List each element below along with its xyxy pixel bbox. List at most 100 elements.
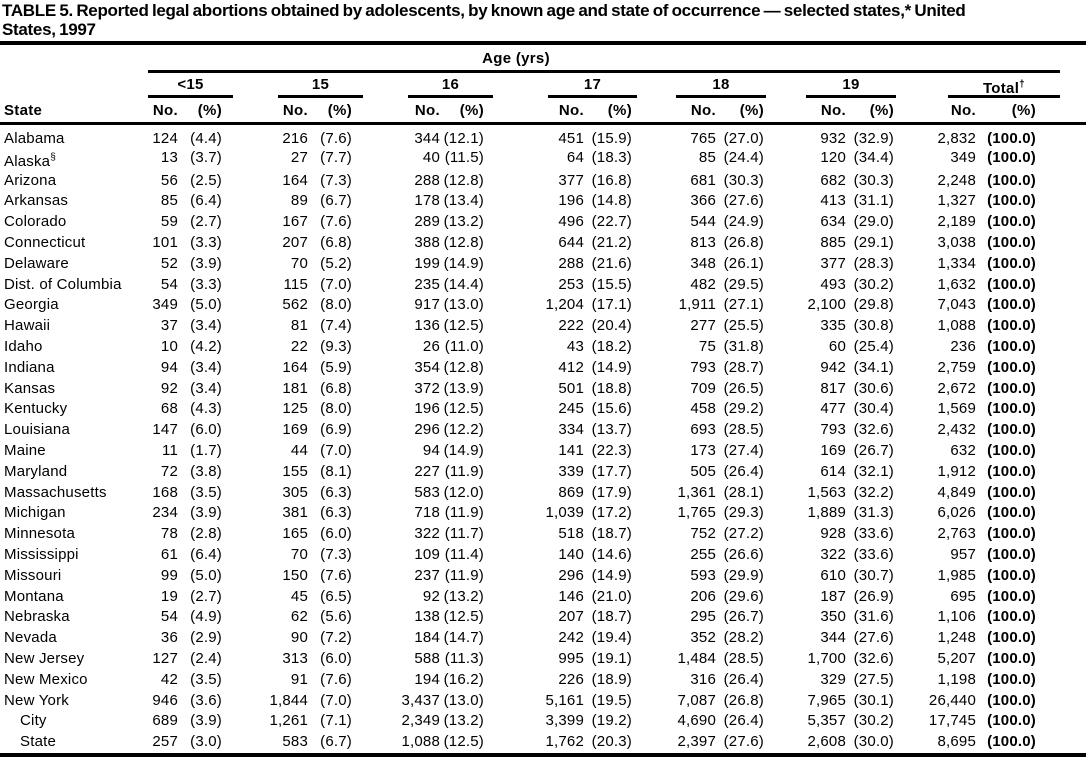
no-cell: 313	[282, 649, 308, 667]
pct-cell: (100.0)	[987, 379, 1036, 397]
pct-cell: (21.0)	[591, 587, 632, 605]
pct-cell: (15.6)	[591, 400, 632, 418]
pct-cell: (7.1)	[320, 712, 352, 730]
no-cell: 194	[414, 670, 440, 688]
no-cell: 140	[558, 545, 584, 563]
pct-cell: (100.0)	[987, 525, 1036, 543]
no-cell: 1,632	[937, 275, 976, 293]
pct-cell: (12.5)	[443, 608, 484, 626]
no-cell: 141	[558, 441, 584, 459]
pct-cell: (14.8)	[591, 192, 632, 210]
pct-cell: (12.5)	[443, 400, 484, 418]
pct-cell: (21.6)	[591, 254, 632, 272]
table-row: Delaware 52 (3.9) 70 (5.2) 199 (14.9) 28…	[0, 254, 1086, 275]
no-cell: 253	[558, 275, 584, 293]
state-cell: Kentucky	[4, 400, 68, 418]
state-cell: Nebraska	[4, 608, 70, 626]
pct-cell: (26.4)	[723, 462, 764, 480]
pct-cell: (100.0)	[987, 213, 1036, 231]
no-cell: 19	[160, 587, 178, 605]
table-row: Massachusetts 168 (3.5) 305 (6.3) 583 (1…	[0, 483, 1086, 504]
pct-cell: (22.7)	[591, 213, 632, 231]
no-cell: 169	[282, 421, 308, 439]
no-cell: 1,088	[937, 317, 976, 335]
pct-cell: (30.1)	[853, 691, 894, 709]
no-cell: 1,844	[269, 691, 308, 709]
pct-cell: (7.0)	[320, 441, 352, 459]
table-row: Alabama 124 (4.4) 216 (7.6) 344 (12.1) 4…	[0, 129, 1086, 150]
no-cell: 187	[820, 587, 846, 605]
pct-column-header: (%)	[1011, 102, 1036, 119]
no-cell: 120	[820, 148, 846, 166]
column-group-17: 17	[548, 76, 637, 98]
no-cell: 147	[152, 421, 178, 439]
table-row: Georgia 349 (5.0) 562 (8.0) 917 (13.0) 1…	[0, 295, 1086, 316]
no-cell: 43	[566, 337, 584, 355]
pct-cell: (100.0)	[987, 254, 1036, 272]
no-cell: 62	[290, 608, 308, 626]
pct-cell: (4.2)	[190, 337, 222, 355]
no-cell: 236	[950, 337, 976, 355]
no-cell: 344	[820, 629, 846, 647]
no-cell: 3,399	[545, 712, 584, 730]
table-header: Age (yrs) <15 15 16 17 18 19 Total† Stat…	[0, 45, 1086, 122]
no-cell: 339	[558, 462, 584, 480]
pct-cell: (30.3)	[723, 171, 764, 189]
state-cell: Maine	[4, 441, 46, 459]
pct-cell: (27.0)	[723, 130, 764, 147]
no-cell: 1,911	[678, 296, 716, 314]
pct-cell: (14.9)	[591, 358, 632, 376]
pct-cell: (17.7)	[591, 462, 632, 480]
table-title-line2: States, 1997	[2, 20, 96, 39]
pct-cell: (4.3)	[190, 400, 222, 418]
pct-cell: (15.5)	[591, 275, 632, 293]
no-cell: 765	[690, 130, 716, 147]
no-cell: 13	[160, 148, 178, 166]
no-cell: 366	[690, 192, 716, 210]
no-cell: 42	[160, 670, 178, 688]
no-cell: 150	[282, 566, 308, 584]
table-row: Kentucky 68 (4.3) 125 (8.0) 196 (12.5) 2…	[0, 399, 1086, 420]
pct-cell: (13.2)	[443, 712, 484, 730]
no-cell: 5,161	[545, 691, 584, 709]
pct-cell: (11.9)	[444, 504, 484, 522]
no-column-header: No.	[820, 102, 846, 119]
no-column-header: No.	[558, 102, 584, 119]
pct-cell: (28.5)	[723, 421, 764, 439]
pct-cell: (14.9)	[443, 254, 484, 272]
pct-cell: (26.9)	[853, 587, 894, 605]
pct-cell: (28.7)	[723, 358, 764, 376]
no-cell: 81	[290, 317, 308, 335]
pct-cell: (17.2)	[591, 504, 632, 522]
pct-cell: (26.4)	[723, 712, 764, 730]
pct-cell: (29.6)	[723, 587, 764, 605]
no-cell: 36	[160, 629, 178, 647]
no-cell: 614	[820, 462, 846, 480]
no-cell: 689	[152, 712, 178, 730]
table-row: Nevada 36 (2.9) 90 (7.2) 184 (14.7) 242 …	[0, 628, 1086, 649]
pct-cell: (24.9)	[723, 213, 764, 231]
pct-cell: (100.0)	[987, 337, 1036, 355]
no-cell: 793	[820, 421, 846, 439]
pct-cell: (31.8)	[723, 337, 764, 355]
no-cell: 295	[690, 608, 716, 626]
no-cell: 1,762	[545, 733, 584, 751]
pct-cell: (26.5)	[723, 379, 764, 397]
no-cell: 99	[160, 566, 178, 584]
no-cell: 349	[950, 148, 976, 166]
pct-cell: (30.3)	[853, 171, 894, 189]
no-cell: 817	[820, 379, 846, 397]
no-cell: 793	[690, 358, 716, 376]
pct-cell: (12.2)	[443, 421, 484, 439]
pct-cell: (20.4)	[591, 317, 632, 335]
pct-column-header: (%)	[197, 102, 222, 119]
no-cell: 583	[414, 483, 440, 501]
state-cell: Minnesota	[4, 525, 76, 543]
pct-cell: (7.0)	[320, 275, 352, 293]
no-cell: 68	[160, 400, 178, 418]
no-cell: 94	[160, 358, 178, 376]
no-cell: 995	[558, 649, 584, 667]
pct-cell: (6.8)	[320, 379, 352, 397]
header-divider-rule	[0, 122, 1086, 125]
no-cell: 26,440	[928, 691, 976, 709]
